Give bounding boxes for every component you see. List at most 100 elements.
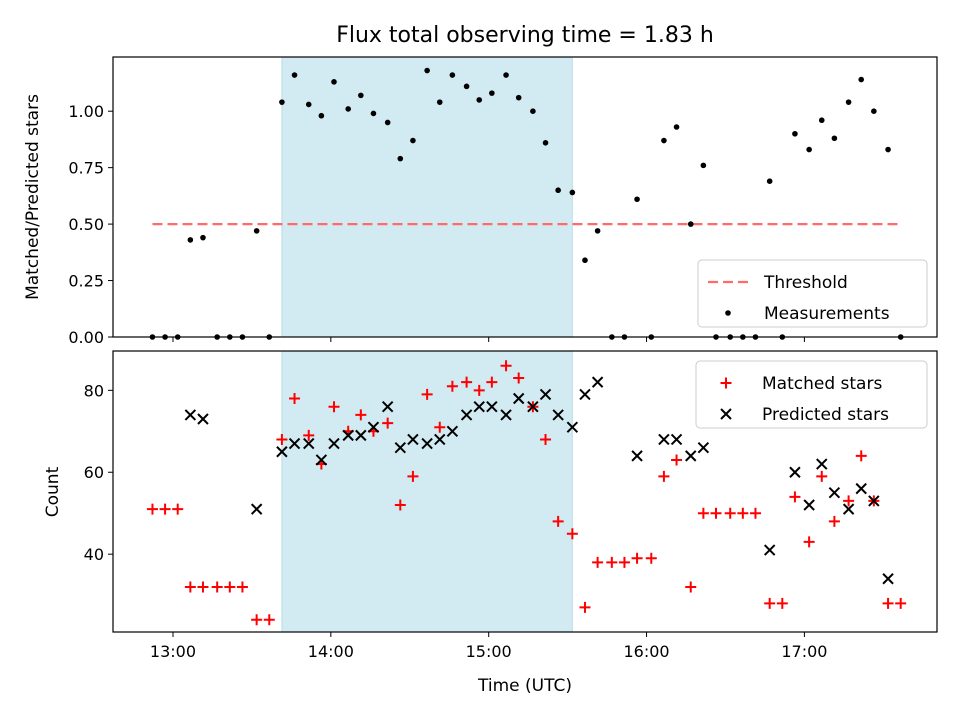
predicted-star-marker bbox=[566, 421, 579, 433]
predicted-star-marker bbox=[446, 425, 459, 437]
matched-star-marker bbox=[895, 597, 907, 609]
predicted-star-marker bbox=[342, 429, 354, 442]
measurement-point bbox=[661, 137, 667, 144]
measurement-point bbox=[806, 146, 812, 153]
x-tick-label: 17:00 bbox=[781, 642, 827, 661]
predicted-star-marker bbox=[803, 499, 815, 511]
predicted-star-marker bbox=[882, 573, 894, 585]
predicted-star-marker bbox=[631, 450, 643, 462]
bottom-panel: 40 60 80 13:00 14:00 15:00 16:00 17:00 Matched s… bbox=[84, 350, 938, 661]
measurement-point bbox=[673, 124, 680, 130]
predicted-star-marker bbox=[842, 503, 855, 515]
top-y-tick-label: 1.00 bbox=[68, 102, 104, 121]
measurement-point bbox=[476, 97, 483, 103]
matched-star-marker bbox=[671, 454, 683, 466]
measurement-point bbox=[766, 178, 773, 184]
matched-star-marker bbox=[394, 499, 406, 511]
top-highlight-span bbox=[281, 56, 573, 338]
measurement-point bbox=[569, 189, 576, 196]
matched-star-marker bbox=[355, 409, 367, 421]
measurement-point bbox=[305, 101, 312, 108]
top-legend-box bbox=[697, 259, 928, 328]
predicted-star-marker bbox=[355, 429, 367, 442]
matched-star-marker bbox=[816, 470, 828, 482]
measurement-point bbox=[582, 257, 588, 264]
matched-star-marker bbox=[159, 503, 171, 515]
measurement-point bbox=[397, 155, 404, 162]
bottom-y-tick-label: 60 bbox=[84, 463, 104, 482]
matched-star-marker bbox=[446, 380, 458, 392]
matched-star-marker bbox=[540, 433, 552, 445]
matched-star-marker bbox=[855, 450, 867, 462]
predicted-star-marker bbox=[670, 433, 683, 446]
matched-star-marker bbox=[697, 507, 709, 519]
top-panel: 0.00 0.25 0.50 0.75 1.00 Threshold Measurement… bbox=[68, 56, 938, 347]
predicted-star-marker bbox=[527, 401, 539, 413]
measurement-point bbox=[424, 67, 430, 74]
predicted-star-marker bbox=[250, 503, 263, 515]
predicted-star-marker bbox=[868, 495, 880, 507]
predicted-star-marker bbox=[460, 409, 473, 421]
measurement-point bbox=[410, 137, 416, 144]
measurement-point bbox=[792, 130, 798, 137]
matched-star-marker bbox=[421, 388, 433, 400]
matched-star-marker bbox=[618, 556, 630, 568]
measurement-point bbox=[542, 140, 549, 146]
predicted-star-marker bbox=[763, 544, 776, 556]
predicted-star-marker bbox=[816, 458, 828, 470]
measurement-point bbox=[279, 99, 285, 105]
matched-star-marker bbox=[500, 360, 512, 372]
measurement-point bbox=[449, 72, 456, 78]
measurement-point bbox=[291, 72, 298, 78]
measurement-point bbox=[687, 221, 694, 227]
matched-star-marker bbox=[685, 581, 697, 593]
predicted-star-marker bbox=[552, 409, 564, 421]
top-y-axis-label: Matched/Predicted stars bbox=[23, 94, 43, 300]
measurement-point bbox=[503, 72, 509, 78]
matched-star-marker bbox=[513, 372, 525, 384]
predicted-star-marker bbox=[855, 482, 867, 495]
matched-star-marker bbox=[473, 384, 485, 396]
matched-star-marker bbox=[328, 401, 340, 413]
matched-star-marker bbox=[606, 556, 618, 568]
matched-star-marker bbox=[236, 581, 248, 593]
predicted-star-marker bbox=[184, 409, 197, 421]
matched-star-marker bbox=[486, 376, 498, 388]
matched-star-marker bbox=[764, 597, 776, 609]
predicted-star-marker bbox=[434, 433, 446, 446]
top-legend-label: Measurements bbox=[764, 304, 890, 324]
top-legend-label: Threshold bbox=[763, 273, 848, 293]
measurement-point bbox=[345, 106, 352, 112]
matched-star-marker bbox=[184, 581, 196, 593]
predicted-star-marker bbox=[486, 401, 498, 413]
legend-measurements-swatch bbox=[725, 310, 731, 316]
matched-star-marker bbox=[552, 515, 564, 527]
measurement-point bbox=[831, 135, 838, 142]
x-tick-label: 13:00 bbox=[150, 642, 196, 661]
predicted-star-marker bbox=[500, 409, 512, 421]
matched-star-marker bbox=[828, 515, 840, 527]
matched-star-marker bbox=[303, 429, 315, 441]
bottom-y-tick-label: 40 bbox=[84, 545, 104, 564]
matched-star-marker bbox=[658, 470, 670, 482]
legend-predicted-swatch bbox=[720, 408, 732, 420]
predicted-star-marker bbox=[697, 441, 710, 454]
bottom-legend-label: Matched stars bbox=[762, 374, 882, 394]
top-axes-frame bbox=[112, 56, 938, 338]
top-y-tick-label: 0.50 bbox=[68, 215, 104, 234]
matched-star-marker bbox=[382, 417, 394, 429]
measurement-point bbox=[818, 117, 825, 124]
bottom-series-predicted-stars bbox=[184, 376, 894, 585]
measurement-point bbox=[871, 108, 877, 114]
bottom-y-tick-label: 80 bbox=[84, 381, 104, 400]
bottom-legend-label: Predicted stars bbox=[762, 405, 889, 425]
legend-matched-swatch bbox=[720, 377, 732, 389]
matched-star-marker bbox=[882, 597, 894, 609]
predicted-star-marker bbox=[367, 421, 380, 433]
matched-star-marker bbox=[843, 495, 855, 507]
measurement-point bbox=[370, 110, 377, 117]
measurement-point bbox=[358, 92, 364, 99]
predicted-star-marker bbox=[328, 437, 340, 450]
x-tick-label: 14:00 bbox=[308, 642, 354, 661]
predicted-star-marker bbox=[789, 466, 801, 478]
